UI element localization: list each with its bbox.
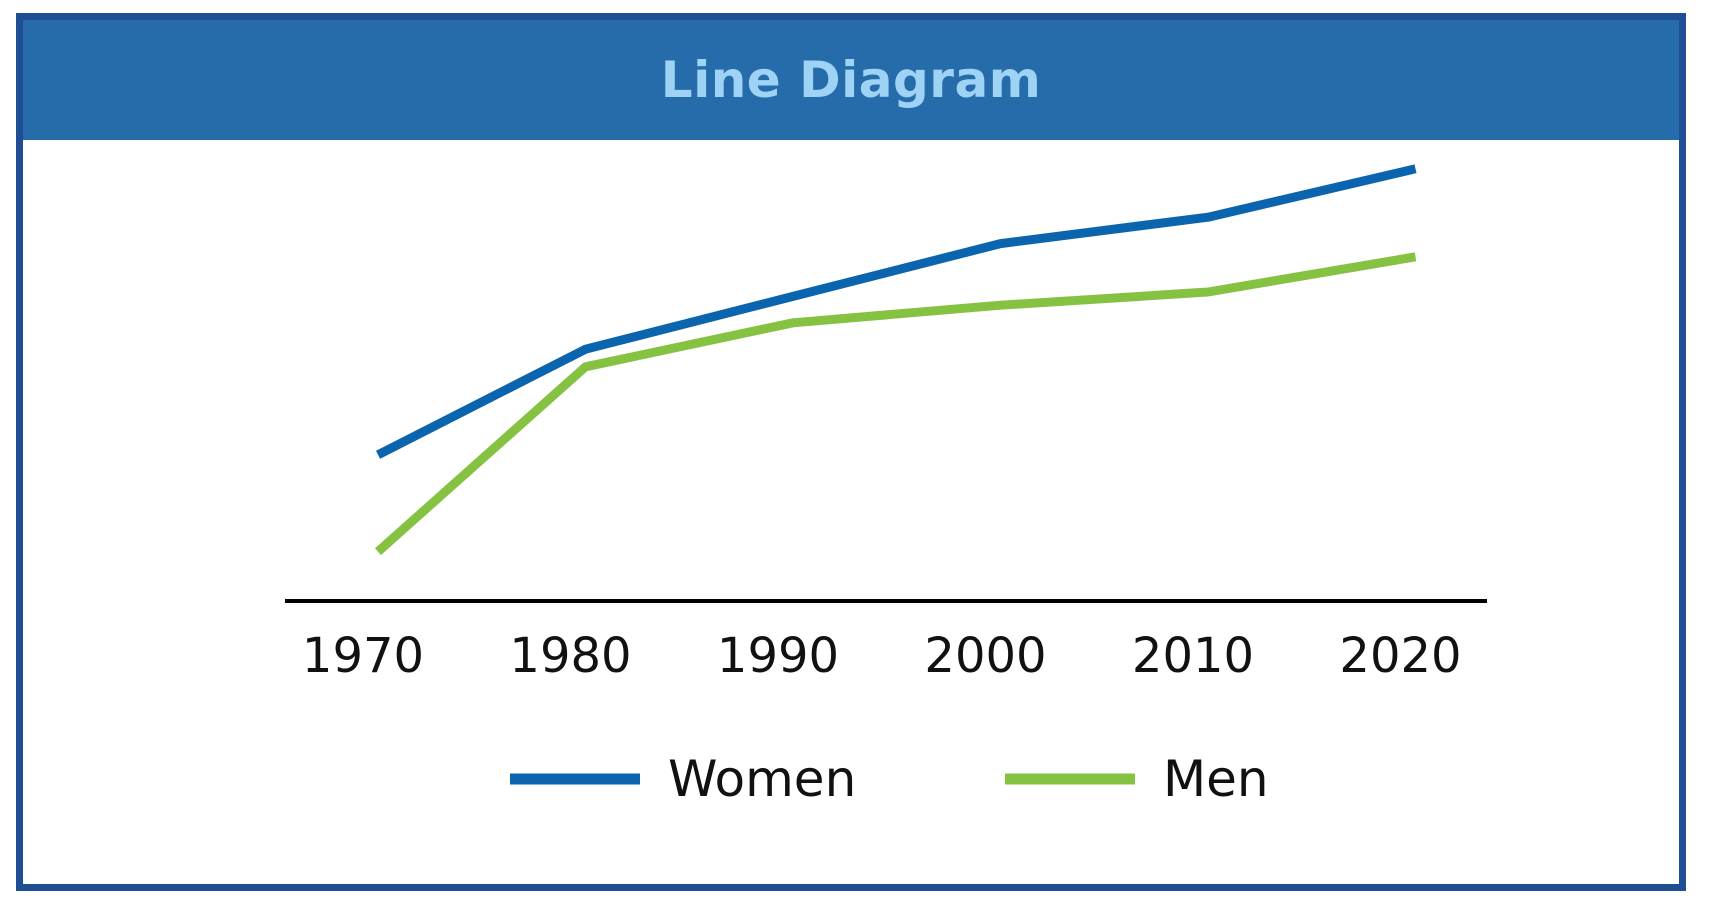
series-line-men (375, 252, 1417, 555)
series-layer (375, 164, 1417, 555)
legend-item-men: Men (1005, 750, 1269, 808)
legend-item-women: Women (510, 750, 856, 808)
x-tick-label: 1980 (509, 628, 631, 684)
x-tick-label: 1990 (717, 628, 839, 684)
series-line-women (375, 164, 1417, 459)
chart-title: Line Diagram (660, 51, 1042, 109)
title-bar: Line Diagram (23, 20, 1679, 140)
x-tick-label: 1970 (302, 628, 424, 684)
x-tick-label: 2010 (1132, 628, 1254, 684)
x-tick-label: 2020 (1339, 628, 1461, 684)
x-tick-labels: 1970 1980 1990 2000 2010 2020 (302, 628, 1462, 684)
legend-label: Men (1163, 750, 1269, 808)
chart-frame: Line Diagram (16, 13, 1686, 891)
x-tick-label: 2000 (924, 628, 1046, 684)
legend: Women Men (510, 750, 1269, 808)
legend-label: Women (668, 750, 856, 808)
